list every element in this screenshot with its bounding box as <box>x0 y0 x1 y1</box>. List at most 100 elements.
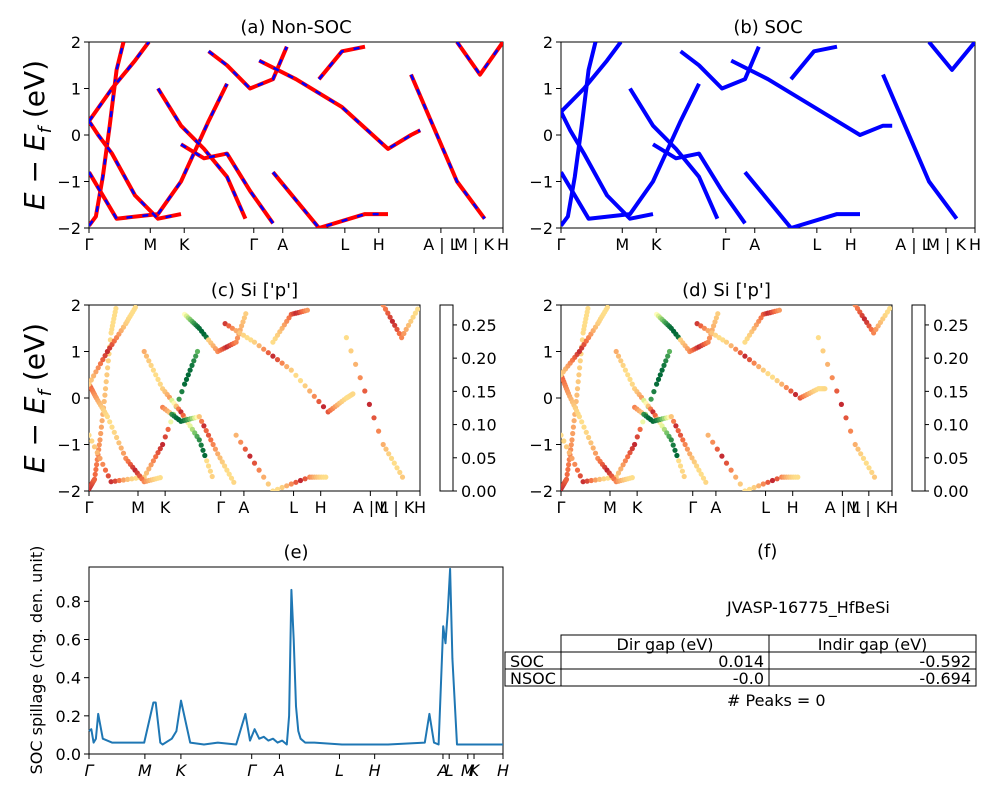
scatter-point <box>97 437 103 443</box>
y-tick-label: 0 <box>71 389 81 408</box>
scatter-point <box>765 371 771 377</box>
scatter-point <box>577 473 583 479</box>
scatter-point <box>401 330 407 337</box>
scatter-point <box>242 446 248 452</box>
scatter-point <box>231 479 237 485</box>
panel-title: (c) Si ['p'] <box>211 280 298 301</box>
scatter-point <box>866 465 872 471</box>
scatter-point <box>705 432 711 438</box>
scatter-point <box>601 476 607 482</box>
scatter-point <box>583 429 589 435</box>
band-line <box>628 87 720 220</box>
scatter-point <box>689 455 695 461</box>
band-line-dashed <box>89 42 125 227</box>
scatter-point <box>228 475 235 481</box>
scatter-point <box>637 426 643 432</box>
y-tick-label: 0.6 <box>56 631 81 650</box>
scatter-point <box>193 353 199 359</box>
x-tick-label: M <box>138 761 152 780</box>
scatter-point <box>234 335 241 341</box>
colorbar-tick-label: 0.05 <box>933 449 969 468</box>
scatter-point <box>297 378 304 384</box>
scatter-point <box>323 474 329 480</box>
scatter-point <box>157 475 163 481</box>
scatter-point <box>233 339 239 345</box>
bands <box>89 42 503 228</box>
x-tick-label: L <box>761 498 770 517</box>
x-tick-label: A <box>436 761 448 780</box>
scatter-point <box>723 339 730 345</box>
scatter-point <box>661 362 667 368</box>
scatter-point <box>408 318 414 324</box>
plot-frame <box>88 566 504 755</box>
scatter-point <box>97 455 103 461</box>
scatter-point <box>201 423 207 429</box>
scatter-point <box>129 476 135 482</box>
x-tick-label: H <box>787 498 799 517</box>
scatter-point <box>666 348 673 355</box>
scatter-point <box>698 471 704 477</box>
scatter-point <box>107 337 113 343</box>
scatter-point <box>205 432 212 438</box>
scatter-point <box>576 414 583 420</box>
scatter-point <box>284 364 290 370</box>
scatter-point <box>574 386 581 392</box>
x-tick-label: A <box>749 235 760 254</box>
scatter-point <box>696 467 702 473</box>
colorbar-tick-label: 0.10 <box>461 416 497 435</box>
panel-f-table: Dir gap (eV) Indir gap (eV) SOC 0.014 -0.592… <box>504 634 977 688</box>
scatter-point <box>682 441 688 448</box>
scatter-point <box>386 451 392 457</box>
x-tick-label: A | L <box>895 235 931 254</box>
band-line <box>89 119 182 221</box>
scatter-point <box>102 353 108 359</box>
x-tick-label: H <box>886 498 898 517</box>
scatter-point <box>112 478 118 484</box>
scatter-point <box>756 483 762 489</box>
scatter-point <box>737 350 743 356</box>
scatter-point <box>713 315 720 321</box>
table-cell-dir: 0.014 <box>718 652 764 671</box>
scatter-point <box>238 439 244 445</box>
scatter-point <box>590 445 596 451</box>
x-tick-label: L <box>812 235 821 254</box>
x-tick-label: L <box>445 761 454 780</box>
scatter-point <box>618 358 624 364</box>
scatter-point <box>563 444 570 450</box>
scatter-point <box>251 460 258 466</box>
scatter-point <box>203 428 209 434</box>
scatter-point <box>668 414 674 420</box>
scatter-point <box>97 361 104 367</box>
scatter-point <box>89 381 92 387</box>
y-tick-label: −1 <box>57 436 81 455</box>
colorbar-tick-label: 0.05 <box>461 449 497 468</box>
scatter-point <box>705 339 711 345</box>
y-tick-label: −1 <box>529 436 553 455</box>
scatter-point <box>279 484 285 491</box>
scatter-point <box>385 310 391 316</box>
band-line <box>561 42 598 227</box>
scatter-point <box>208 437 214 443</box>
scatter-point <box>629 475 635 481</box>
x-tick-label: A | L <box>423 235 459 254</box>
scatter-point <box>222 463 228 469</box>
scatter-point <box>357 375 363 381</box>
scatter-point <box>150 458 156 464</box>
y-tick-label: 1 <box>71 80 81 99</box>
scatter-point <box>120 450 127 456</box>
band-line <box>156 87 248 220</box>
scatter-point <box>580 479 586 485</box>
y-tick-label: 0.8 <box>56 592 81 611</box>
colorbar-tick-label: 0.00 <box>461 482 497 501</box>
scatter-point <box>855 446 861 452</box>
scatter-point <box>261 474 267 480</box>
scatter-point <box>183 376 190 382</box>
scatter-point <box>863 460 869 466</box>
y-tick-label: −1 <box>529 173 553 192</box>
scatter-point <box>680 437 686 443</box>
scatter-point <box>852 441 858 448</box>
scatter-point <box>659 367 665 373</box>
scatter-points <box>561 305 892 491</box>
x-tick-label: Γ <box>688 498 697 517</box>
